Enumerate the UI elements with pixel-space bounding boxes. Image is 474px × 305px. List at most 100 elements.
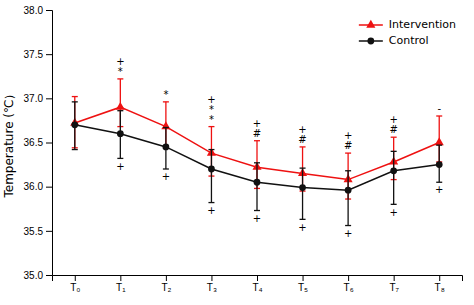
legend-marker xyxy=(367,38,374,45)
x-tick: T₁ xyxy=(116,275,126,293)
annotation: + xyxy=(207,205,215,216)
annotation: # xyxy=(253,128,261,139)
x-tick-label: T₄ xyxy=(252,282,262,293)
y-tick-mark xyxy=(46,187,52,188)
x-tick-label: T₆ xyxy=(344,282,354,293)
point xyxy=(161,121,170,129)
annotation: + xyxy=(253,213,261,224)
x-tick-label: T₇ xyxy=(389,282,399,293)
error-bar-stem xyxy=(347,171,348,226)
x-tick-label: T₃ xyxy=(207,282,217,293)
y-tick-label: 36.5 xyxy=(24,137,44,148)
error-bar-cap xyxy=(163,168,169,169)
annotations: +**+**+#+#+#+#-++++++++ xyxy=(116,56,443,239)
y-tick-label: 38.0 xyxy=(24,5,44,16)
point xyxy=(390,167,397,174)
error-bar-cap xyxy=(163,101,169,102)
error-bar-cap xyxy=(208,202,214,203)
series xyxy=(71,102,442,226)
legend: InterventionControl xyxy=(359,18,456,47)
x-tick-mark xyxy=(348,275,349,281)
x-tick-label: T₅ xyxy=(298,282,308,293)
y-axis-title: Temperature (℃） xyxy=(2,88,16,199)
x-axis: T₀ T₁ T₂ T₃ T₄ T₅ T₆ T₇ T₈ xyxy=(53,275,463,293)
x-tick: T₆ xyxy=(344,275,354,293)
y-tick: 35.0 xyxy=(24,270,52,281)
y-tick-label: 37.5 xyxy=(24,49,44,60)
annotation: + xyxy=(344,228,352,239)
error-bar-cap xyxy=(391,151,397,152)
y-axis-line xyxy=(46,11,53,276)
error-bar xyxy=(163,127,169,169)
annotation: # xyxy=(298,134,306,145)
x-tick: T₅ xyxy=(298,275,308,293)
legend-label: Intervention xyxy=(389,18,456,31)
y-tick-mark xyxy=(46,98,52,99)
error-bar xyxy=(117,111,123,159)
point xyxy=(116,102,125,110)
annotation: # xyxy=(389,124,397,135)
x-tick: T₂ xyxy=(161,275,171,293)
error-bar-cap xyxy=(436,115,442,116)
point xyxy=(345,187,352,194)
error-bar-stem xyxy=(211,150,212,203)
annotation: # xyxy=(344,140,352,151)
error-bar-cap xyxy=(254,162,260,163)
point xyxy=(299,184,306,191)
annotation: + xyxy=(298,222,306,233)
error-bar-cap xyxy=(391,137,397,138)
y-tick-label: 37.0 xyxy=(24,93,44,104)
point xyxy=(117,130,124,137)
error-bar-stem xyxy=(256,163,257,211)
y-tick-mark xyxy=(46,54,52,55)
y-tick-label: 35.5 xyxy=(24,226,44,237)
error-bar-cap xyxy=(72,149,78,150)
annotation: + xyxy=(389,207,397,218)
x-tick-label: T₈ xyxy=(435,282,445,293)
x-tick-label: T₂ xyxy=(161,282,171,293)
annotation: - xyxy=(437,103,441,114)
y-tick-mark xyxy=(46,10,52,11)
x-tick-mark xyxy=(439,275,440,281)
x-tick-mark xyxy=(166,275,167,281)
y-tick: 36.0 xyxy=(24,181,52,192)
point xyxy=(208,166,215,173)
x-tick-mark xyxy=(75,275,76,281)
error-bar-cap xyxy=(72,96,78,97)
x-tick: T₇ xyxy=(389,275,399,293)
error-bar-cap xyxy=(117,78,123,79)
error-bar-cap xyxy=(72,101,78,102)
error-bar-cap xyxy=(163,127,169,128)
x-tick-label: T₀ xyxy=(70,282,80,293)
annotation: * xyxy=(163,89,168,100)
x-tick: T₄ xyxy=(252,275,262,293)
y-tick: 37.5 xyxy=(24,49,52,60)
y-tick-mark xyxy=(46,231,52,232)
point xyxy=(435,137,444,145)
error-bar-cap xyxy=(345,152,351,153)
x-axis-line xyxy=(53,276,463,282)
error-bar xyxy=(391,151,397,204)
chart: 35.0 35.5 36.0 36.5 37.0 37.5 38.0 T₀ T₁ T₂ T₃ T₄ T₅… xyxy=(0,0,474,305)
error-bar xyxy=(208,150,214,203)
y-tick: 35.5 xyxy=(24,226,52,237)
annotation: + xyxy=(162,171,170,182)
error-bar-cap xyxy=(254,210,260,211)
error-bar-stem xyxy=(393,151,394,204)
error-bar-cap xyxy=(436,182,442,183)
error-bar-cap xyxy=(117,110,123,111)
error-bar-cap xyxy=(436,144,442,145)
x-tick-mark xyxy=(120,275,121,281)
point xyxy=(254,179,261,186)
x-tick-mark xyxy=(211,275,212,281)
error-bar-cap xyxy=(345,225,351,226)
legend-item: Intervention xyxy=(359,18,456,31)
error-bar-cap xyxy=(254,140,260,141)
y-tick: 38.0 xyxy=(24,5,52,16)
series-line xyxy=(75,125,439,190)
error-bar xyxy=(345,171,351,226)
x-tick: T₃ xyxy=(207,275,217,293)
annotation: * xyxy=(209,114,214,125)
x-tick: T₈ xyxy=(435,275,445,293)
y-tick: 37.0 xyxy=(24,93,52,104)
